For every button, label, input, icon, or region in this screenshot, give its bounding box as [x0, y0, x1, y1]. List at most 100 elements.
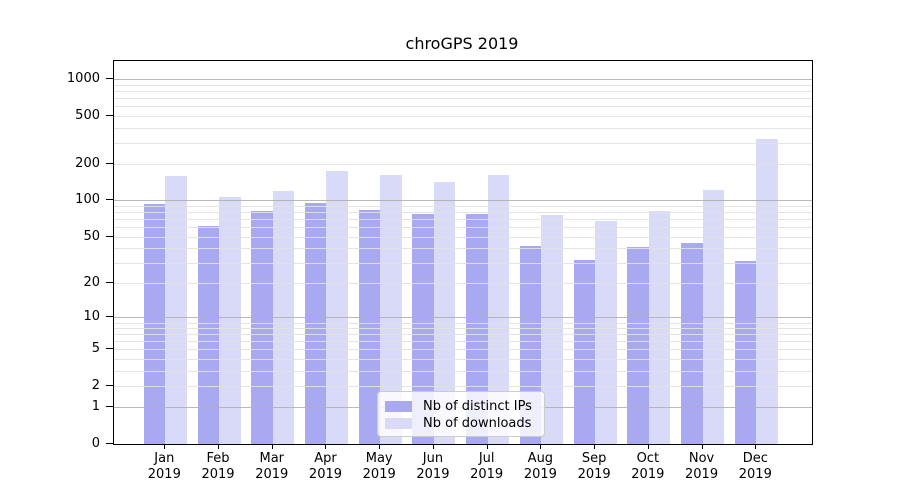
x-tick-label: Apr 2019: [308, 451, 343, 482]
y-tick: [106, 385, 113, 387]
y-tick-label: 0: [91, 436, 100, 451]
y-tick: [106, 235, 113, 237]
bar-downloads: [487, 174, 510, 444]
gridline-minor: [114, 227, 812, 229]
x-tick-label: Oct 2019: [631, 451, 665, 482]
bar-downloads: [219, 197, 241, 444]
x-tick: [325, 444, 327, 449]
bar-distinct-ips: [734, 261, 757, 444]
x-tick: [540, 444, 542, 449]
bar-distinct-ips: [573, 259, 596, 444]
x-tick-label: May 2019: [362, 451, 396, 482]
legend-item: Nb of downloads: [385, 415, 536, 431]
x-tick: [379, 444, 381, 449]
x-tick-label: Aug 2019: [523, 451, 557, 482]
chart-title: chroGPS 2019: [405, 34, 519, 53]
x-tick: [701, 444, 703, 449]
y-tick-label: 2: [91, 378, 100, 394]
gridline-minor: [114, 142, 812, 144]
bar-downloads: [595, 221, 617, 444]
gridline-minor: [114, 334, 812, 336]
gridline-minor: [114, 219, 812, 221]
y-tick-label: 20: [83, 275, 100, 291]
gridline-minor: [114, 349, 812, 351]
gridline-minor: [114, 127, 812, 129]
gridline-minor: [114, 386, 812, 388]
bar-distinct-ips: [681, 243, 703, 444]
y-tick-label: 50: [83, 228, 100, 244]
y-tick-label: 1000: [66, 71, 100, 87]
gridline-minor: [114, 322, 812, 324]
gridline-minor: [114, 359, 812, 361]
bar-downloads: [272, 190, 295, 444]
bar-downloads: [165, 175, 187, 444]
bar-downloads: [756, 139, 778, 444]
bar-downloads: [702, 190, 725, 444]
gridline-minor: [114, 85, 812, 86]
gridline-minor: [114, 115, 812, 117]
x-tick-label: Feb 2019: [201, 451, 235, 482]
legend-label: Nb of distinct IPs: [423, 398, 532, 414]
y-tick: [106, 199, 113, 201]
y-tick: [106, 406, 113, 408]
gridline-minor: [114, 91, 812, 93]
y-tick: [106, 282, 113, 284]
x-tick-label: Jan 2019: [147, 451, 181, 482]
y-tick-label: 5: [91, 341, 100, 357]
legend-swatch-distinct-ips: [385, 400, 412, 412]
y-tick-label: 10: [83, 309, 100, 325]
gridline-major: [114, 317, 812, 319]
x-tick-label: Jul 2019: [470, 451, 504, 482]
x-tick: [271, 444, 273, 449]
bar-distinct-ips: [143, 204, 166, 444]
y-tick: [106, 348, 113, 350]
bar-distinct-ips: [251, 211, 273, 444]
x-tick: [164, 444, 166, 449]
legend-swatch-downloads: [385, 417, 412, 429]
gridline-minor: [114, 212, 812, 214]
y-tick: [106, 316, 113, 318]
y-tick: [106, 163, 113, 165]
gridline-minor: [114, 370, 812, 372]
x-tick: [755, 444, 757, 449]
y-tick-label: 1: [91, 399, 100, 415]
gridline-minor: [114, 236, 812, 238]
y-tick-label: 500: [75, 107, 100, 123]
x-tick: [647, 444, 649, 449]
y-tick-label: 100: [75, 192, 100, 208]
gridline-minor: [114, 262, 812, 264]
gridline-minor: [114, 98, 812, 100]
gridline-minor: [114, 341, 812, 343]
x-tick-label: Sep 2019: [577, 451, 611, 482]
bar-downloads: [648, 210, 671, 444]
x-tick: [432, 444, 434, 449]
y-tick: [106, 78, 113, 80]
gridline-minor: [114, 328, 812, 330]
gridline-minor: [114, 283, 812, 285]
y-tick-label: 200: [75, 156, 100, 172]
x-tick: [486, 444, 488, 449]
bar-downloads: [433, 181, 456, 444]
x-tick-label: Nov 2019: [685, 451, 719, 482]
x-tick-label: Mar 2019: [255, 451, 289, 482]
bar-downloads: [380, 174, 402, 444]
legend: Nb of distinct IPs Nb of downloads: [377, 391, 545, 437]
y-tick: [106, 114, 113, 116]
bar-distinct-ips: [627, 246, 649, 444]
plot-area: [113, 60, 813, 445]
x-tick-label: Jun 2019: [416, 451, 450, 482]
gridline-minor: [114, 164, 812, 166]
y-tick: [106, 443, 113, 444]
x-tick-label: Dec 2019: [738, 451, 772, 482]
bar-distinct-ips: [358, 209, 381, 444]
x-tick: [218, 444, 220, 449]
x-tick: [594, 444, 596, 449]
gridline-major: [114, 79, 812, 81]
gridline-minor: [114, 248, 812, 250]
gridline-minor: [114, 205, 812, 207]
legend-item: Nb of distinct IPs: [385, 398, 536, 414]
gridline-minor: [114, 106, 812, 108]
legend-label: Nb of downloads: [423, 415, 532, 431]
gridline-major: [114, 200, 812, 202]
